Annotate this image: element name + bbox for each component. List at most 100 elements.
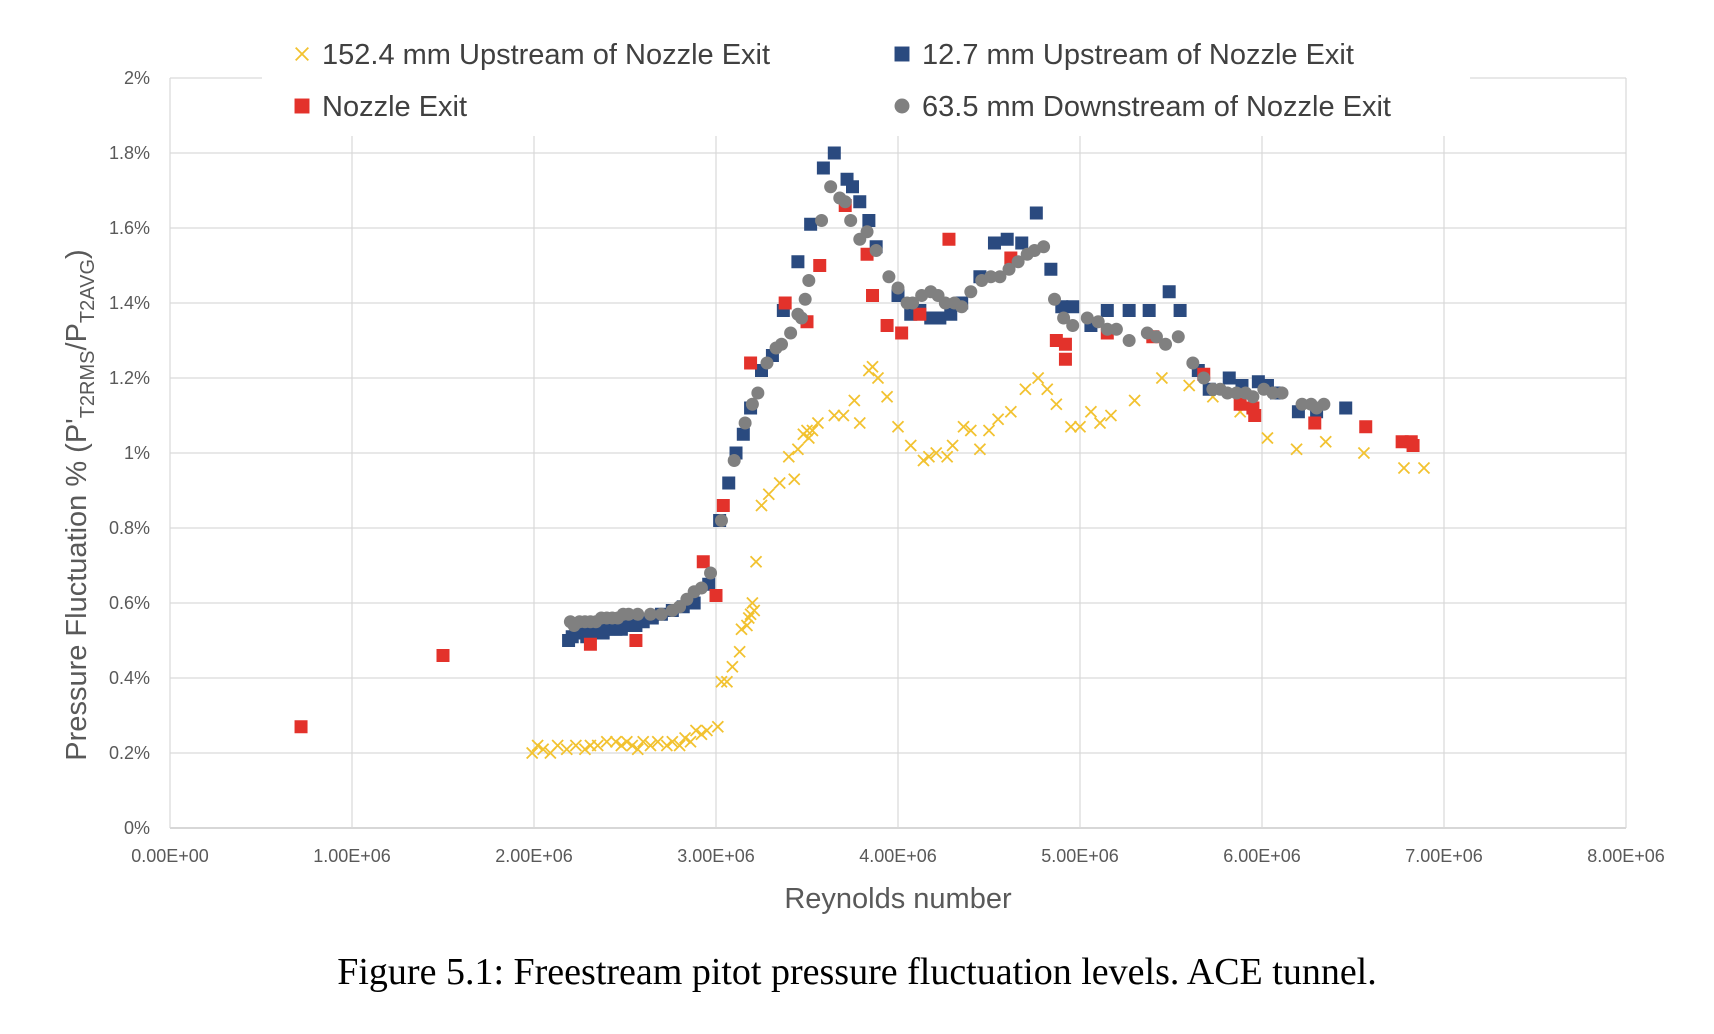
data-point bbox=[714, 514, 728, 527]
data-point bbox=[1248, 409, 1262, 422]
x-tick-label: 4.00E+06 bbox=[859, 846, 937, 866]
data-point bbox=[795, 311, 809, 325]
data-point bbox=[1058, 337, 1072, 351]
data-point bbox=[1037, 240, 1051, 254]
y-axis-title-sub1: T2RMS bbox=[77, 350, 99, 418]
data-point bbox=[1246, 390, 1260, 404]
y-axis-title-end: ) bbox=[61, 249, 93, 259]
data-point bbox=[955, 300, 969, 314]
data-point bbox=[944, 307, 958, 321]
data-point bbox=[526, 746, 539, 760]
data-point bbox=[804, 217, 818, 231]
data-point bbox=[695, 728, 708, 741]
data-point bbox=[1050, 398, 1063, 411]
data-point bbox=[637, 735, 650, 748]
data-point bbox=[957, 420, 970, 433]
data-point bbox=[891, 420, 905, 433]
data-point bbox=[991, 413, 1005, 426]
data-point bbox=[791, 255, 805, 269]
data-point bbox=[798, 292, 812, 306]
y-tick-labels: 0% 0.2% 0.4% 0.6% 0.8% 1% 1.2% 1.4% 1.6% 1.8% 2% bbox=[109, 68, 150, 838]
data-point bbox=[615, 739, 628, 752]
data-point bbox=[1317, 397, 1331, 411]
data-point bbox=[600, 735, 613, 748]
y-tick-label: 0.8% bbox=[109, 518, 150, 538]
figure-caption: Figure 5.1: Freestream pitot pressure fl… bbox=[337, 951, 1377, 993]
data-point bbox=[569, 739, 582, 752]
y-axis-title-main: Pressure Fluctuation % (P' bbox=[61, 418, 93, 760]
y-tick-label: 0% bbox=[124, 818, 150, 838]
x-tick-labels: 0.00E+00 1.00E+06 2.00E+06 3.00E+06 4.00E+06… bbox=[131, 846, 1665, 866]
data-point bbox=[1162, 285, 1176, 299]
data-point bbox=[1104, 409, 1118, 422]
data-point bbox=[964, 424, 977, 437]
data-point bbox=[762, 488, 775, 501]
y-tick-label: 1.6% bbox=[109, 218, 150, 238]
data-point bbox=[860, 225, 874, 239]
data-point bbox=[1058, 352, 1072, 366]
data-point bbox=[1032, 371, 1045, 385]
x-axis-title: Reynolds number bbox=[784, 883, 1012, 915]
data-point bbox=[791, 443, 805, 456]
x-tick-label: 0.00E+00 bbox=[131, 846, 209, 866]
data-point bbox=[880, 319, 894, 332]
data-point bbox=[1197, 371, 1211, 385]
data-point bbox=[1319, 435, 1332, 448]
data-point bbox=[1357, 446, 1371, 460]
data-point bbox=[689, 724, 703, 737]
y-tick-label: 1.8% bbox=[109, 143, 150, 163]
data-point bbox=[660, 739, 673, 752]
data-point bbox=[620, 735, 633, 748]
data-point bbox=[1084, 405, 1098, 418]
data-point bbox=[869, 244, 883, 257]
data-point bbox=[760, 356, 774, 370]
y-tick-label: 0.2% bbox=[109, 743, 150, 763]
data-point bbox=[738, 416, 752, 430]
data-point bbox=[751, 386, 765, 400]
data-point bbox=[1091, 315, 1105, 329]
legend-marker bbox=[894, 98, 910, 114]
gridlines bbox=[169, 77, 1627, 829]
data-point bbox=[678, 731, 692, 745]
x-tick-label: 1.00E+06 bbox=[313, 846, 391, 866]
data-point bbox=[1066, 300, 1080, 314]
data-point bbox=[1004, 405, 1017, 418]
data-point bbox=[583, 637, 597, 651]
data-point bbox=[1186, 356, 1200, 370]
data-point bbox=[802, 274, 816, 287]
data-point bbox=[1290, 443, 1303, 456]
data-point bbox=[913, 307, 927, 321]
data-point bbox=[806, 424, 819, 437]
data-point bbox=[1109, 322, 1123, 336]
data-point bbox=[1308, 416, 1322, 430]
data-point bbox=[824, 180, 838, 194]
data-point bbox=[1149, 330, 1163, 344]
data-point bbox=[882, 270, 896, 284]
data-point bbox=[862, 214, 876, 227]
data-point bbox=[644, 739, 657, 752]
data-point bbox=[866, 289, 880, 302]
data-point bbox=[891, 281, 905, 295]
data-point bbox=[1002, 262, 1016, 276]
data-point bbox=[1122, 334, 1136, 347]
data-point bbox=[942, 232, 956, 246]
data-point bbox=[880, 390, 894, 403]
data-point bbox=[711, 720, 724, 733]
legend-label: 63.5 mm Downstream of Nozzle Exit bbox=[922, 91, 1391, 123]
data-point bbox=[906, 296, 920, 310]
data-point bbox=[748, 604, 761, 617]
data-point bbox=[1044, 262, 1058, 276]
data-point bbox=[922, 450, 936, 463]
y-tick-label: 0.4% bbox=[109, 668, 150, 688]
data-point bbox=[740, 619, 754, 632]
data-point bbox=[1230, 386, 1244, 400]
data-point bbox=[811, 416, 825, 430]
data-point bbox=[982, 424, 996, 437]
data-point bbox=[802, 431, 815, 445]
legend-item: 12.7 mm Upstream of Nozzle Exit bbox=[894, 39, 1354, 71]
data-point bbox=[1080, 311, 1094, 325]
data-point bbox=[838, 195, 852, 209]
data-point bbox=[643, 607, 657, 621]
y-tick-label: 0.6% bbox=[109, 593, 150, 613]
data-point bbox=[1339, 401, 1353, 415]
